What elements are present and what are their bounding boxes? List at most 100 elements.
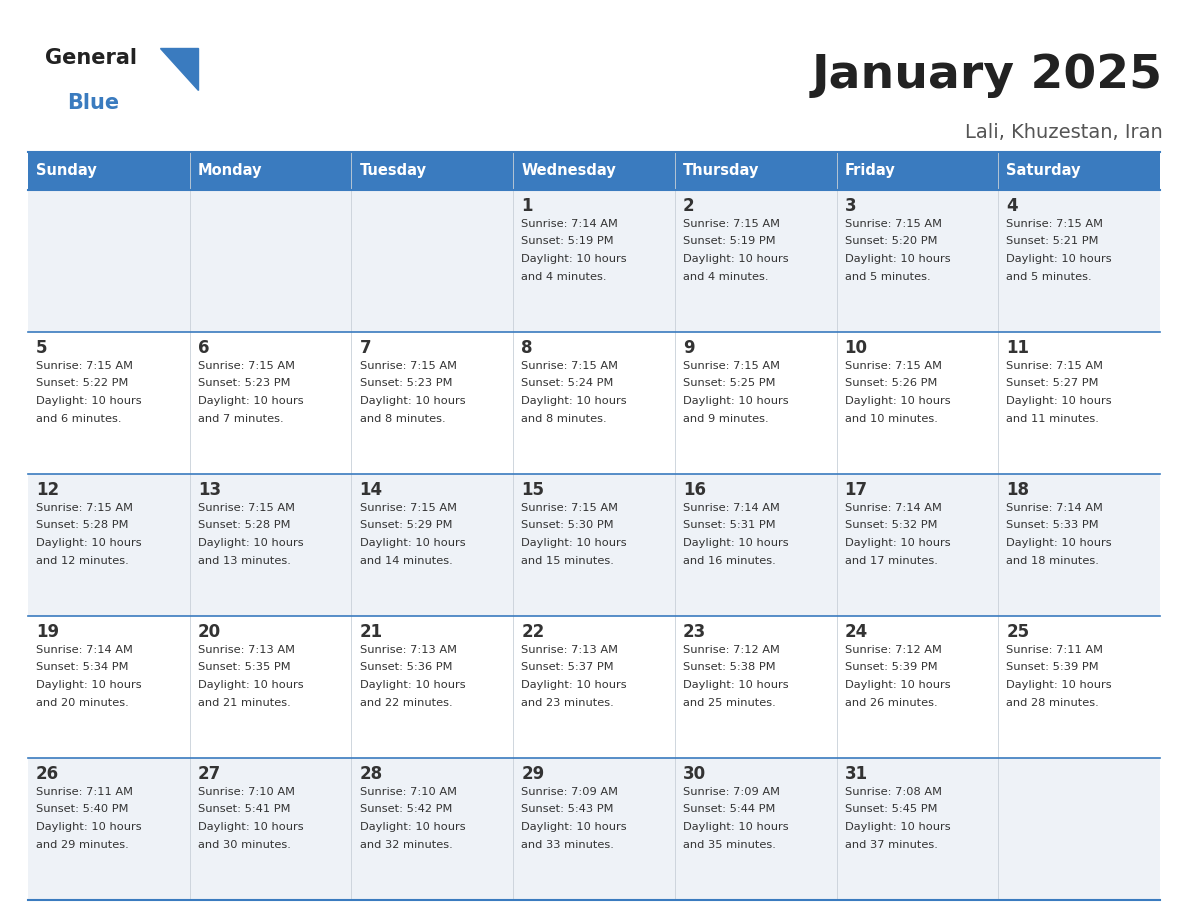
Text: Daylight: 10 hours: Daylight: 10 hours [522, 822, 627, 832]
Text: 27: 27 [197, 765, 221, 783]
Text: 15: 15 [522, 481, 544, 499]
Text: and 32 minutes.: and 32 minutes. [360, 839, 453, 849]
Text: 26: 26 [36, 765, 59, 783]
Bar [675, 152, 836, 190]
Text: 3: 3 [845, 197, 857, 215]
Text: Daylight: 10 hours: Daylight: 10 hours [360, 822, 466, 832]
Text: Daylight: 10 hours: Daylight: 10 hours [1006, 254, 1112, 264]
Text: Daylight: 10 hours: Daylight: 10 hours [1006, 680, 1112, 690]
Text: and 7 minutes.: and 7 minutes. [197, 413, 284, 423]
Text: 25: 25 [1006, 623, 1030, 641]
Text: Sunrise: 7:11 AM: Sunrise: 7:11 AM [36, 787, 133, 797]
Text: and 4 minutes.: and 4 minutes. [683, 272, 769, 282]
Text: Sunset: 5:39 PM: Sunset: 5:39 PM [845, 663, 937, 673]
Text: Sunset: 5:35 PM: Sunset: 5:35 PM [197, 663, 290, 673]
Text: Daylight: 10 hours: Daylight: 10 hours [522, 680, 627, 690]
Text: Sunset: 5:38 PM: Sunset: 5:38 PM [683, 663, 776, 673]
Text: Sunrise: 7:15 AM: Sunrise: 7:15 AM [36, 503, 133, 513]
Text: Daylight: 10 hours: Daylight: 10 hours [360, 538, 466, 548]
Text: Daylight: 10 hours: Daylight: 10 hours [36, 538, 141, 548]
Text: Sunrise: 7:15 AM: Sunrise: 7:15 AM [360, 503, 456, 513]
Text: Sunrise: 7:15 AM: Sunrise: 7:15 AM [197, 361, 295, 371]
Text: Sunset: 5:39 PM: Sunset: 5:39 PM [1006, 663, 1099, 673]
Bar [998, 152, 1159, 190]
Text: Daylight: 10 hours: Daylight: 10 hours [683, 538, 789, 548]
Text: Sunday: Sunday [36, 163, 97, 178]
Text: 13: 13 [197, 481, 221, 499]
Text: Sunset: 5:25 PM: Sunset: 5:25 PM [683, 378, 776, 388]
Text: Sunset: 5:28 PM: Sunset: 5:28 PM [197, 521, 290, 531]
Text: and 15 minutes.: and 15 minutes. [522, 555, 614, 565]
Text: and 20 minutes.: and 20 minutes. [36, 698, 128, 708]
Text: and 28 minutes.: and 28 minutes. [1006, 698, 1099, 708]
Text: Sunset: 5:33 PM: Sunset: 5:33 PM [1006, 521, 1099, 531]
Text: Sunset: 5:37 PM: Sunset: 5:37 PM [522, 663, 614, 673]
Text: Sunset: 5:34 PM: Sunset: 5:34 PM [36, 663, 128, 673]
Text: Sunset: 5:43 PM: Sunset: 5:43 PM [522, 804, 614, 814]
Text: Sunset: 5:27 PM: Sunset: 5:27 PM [1006, 378, 1099, 388]
Bar [29, 190, 1159, 332]
Text: Sunrise: 7:15 AM: Sunrise: 7:15 AM [683, 361, 781, 371]
Text: Sunrise: 7:10 AM: Sunrise: 7:10 AM [197, 787, 295, 797]
Text: Sunset: 5:32 PM: Sunset: 5:32 PM [845, 521, 937, 531]
Text: 6: 6 [197, 339, 209, 357]
Text: and 5 minutes.: and 5 minutes. [1006, 272, 1092, 282]
Text: 28: 28 [360, 765, 383, 783]
Text: 31: 31 [845, 765, 867, 783]
Text: Sunset: 5:45 PM: Sunset: 5:45 PM [845, 804, 937, 814]
Text: Sunrise: 7:15 AM: Sunrise: 7:15 AM [360, 361, 456, 371]
Text: Daylight: 10 hours: Daylight: 10 hours [683, 822, 789, 832]
Text: Sunrise: 7:15 AM: Sunrise: 7:15 AM [845, 219, 942, 229]
Text: Blue: Blue [67, 93, 119, 113]
Text: Daylight: 10 hours: Daylight: 10 hours [845, 538, 950, 548]
Text: Daylight: 10 hours: Daylight: 10 hours [683, 396, 789, 406]
Text: and 35 minutes.: and 35 minutes. [683, 839, 776, 849]
Bar [29, 616, 1159, 758]
Text: Daylight: 10 hours: Daylight: 10 hours [197, 680, 303, 690]
Text: and 22 minutes.: and 22 minutes. [360, 698, 453, 708]
Text: Sunrise: 7:12 AM: Sunrise: 7:12 AM [683, 645, 779, 655]
Text: Sunset: 5:26 PM: Sunset: 5:26 PM [845, 378, 937, 388]
Text: Daylight: 10 hours: Daylight: 10 hours [360, 680, 466, 690]
Text: 30: 30 [683, 765, 706, 783]
Text: Lali, Khuzestan, Iran: Lali, Khuzestan, Iran [965, 123, 1163, 142]
Text: Sunrise: 7:13 AM: Sunrise: 7:13 AM [197, 645, 295, 655]
Text: Daylight: 10 hours: Daylight: 10 hours [36, 396, 141, 406]
Text: Sunrise: 7:14 AM: Sunrise: 7:14 AM [683, 503, 779, 513]
Text: Sunrise: 7:13 AM: Sunrise: 7:13 AM [360, 645, 456, 655]
Text: Sunrise: 7:14 AM: Sunrise: 7:14 AM [522, 219, 618, 229]
Text: Sunset: 5:24 PM: Sunset: 5:24 PM [522, 378, 614, 388]
Text: Daylight: 10 hours: Daylight: 10 hours [845, 822, 950, 832]
Text: Sunrise: 7:10 AM: Sunrise: 7:10 AM [360, 787, 456, 797]
Text: Sunrise: 7:15 AM: Sunrise: 7:15 AM [1006, 219, 1104, 229]
Text: Sunset: 5:44 PM: Sunset: 5:44 PM [683, 804, 776, 814]
Bar [190, 152, 352, 190]
Text: General: General [45, 48, 137, 68]
Text: Sunrise: 7:12 AM: Sunrise: 7:12 AM [845, 645, 942, 655]
Bar [352, 152, 513, 190]
Text: and 4 minutes.: and 4 minutes. [522, 272, 607, 282]
Text: Sunrise: 7:13 AM: Sunrise: 7:13 AM [522, 645, 618, 655]
Text: Sunrise: 7:15 AM: Sunrise: 7:15 AM [36, 361, 133, 371]
Text: and 33 minutes.: and 33 minutes. [522, 839, 614, 849]
Bar [836, 152, 998, 190]
Text: Sunrise: 7:15 AM: Sunrise: 7:15 AM [1006, 361, 1104, 371]
Text: Sunrise: 7:15 AM: Sunrise: 7:15 AM [845, 361, 942, 371]
Text: and 16 minutes.: and 16 minutes. [683, 555, 776, 565]
Text: 20: 20 [197, 623, 221, 641]
Text: Sunset: 5:19 PM: Sunset: 5:19 PM [683, 237, 776, 247]
Text: Sunrise: 7:14 AM: Sunrise: 7:14 AM [36, 645, 133, 655]
Text: and 11 minutes.: and 11 minutes. [1006, 413, 1099, 423]
Text: Sunset: 5:42 PM: Sunset: 5:42 PM [360, 804, 451, 814]
Text: 14: 14 [360, 481, 383, 499]
Text: and 8 minutes.: and 8 minutes. [522, 413, 607, 423]
Text: and 10 minutes.: and 10 minutes. [845, 413, 937, 423]
Text: and 23 minutes.: and 23 minutes. [522, 698, 614, 708]
Text: Daylight: 10 hours: Daylight: 10 hours [683, 254, 789, 264]
Text: Daylight: 10 hours: Daylight: 10 hours [522, 538, 627, 548]
Text: Saturday: Saturday [1006, 163, 1081, 178]
Text: 9: 9 [683, 339, 695, 357]
Text: Sunset: 5:31 PM: Sunset: 5:31 PM [683, 521, 776, 531]
Text: and 14 minutes.: and 14 minutes. [360, 555, 453, 565]
Bar [29, 474, 1159, 616]
